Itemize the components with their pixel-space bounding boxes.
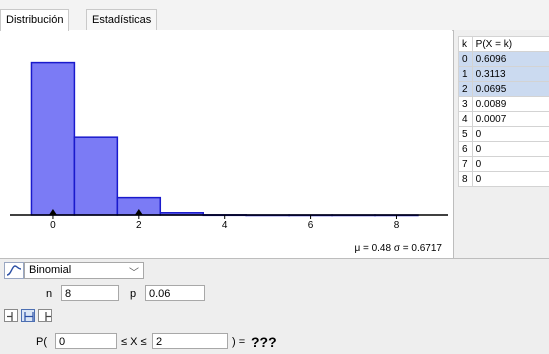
x-tick-label: 2 [136,220,142,231]
cell-k: 3 [458,96,473,112]
table-row[interactable]: 0 0.6096 [458,51,549,67]
lower-bound-input[interactable]: 0 [55,333,117,349]
cell-k: 4 [458,111,473,127]
cell-k: 0 [458,51,473,67]
tab-bar: Distribución Estadísticas [0,0,549,31]
n-input[interactable]: 8 [61,285,119,301]
probability-table: k P(X = k) 0 0.6096 1 0.3113 2 0.0695 3 0.0089 4… [458,36,549,187]
interval-marker-icon [48,209,57,215]
interval-icon[interactable] [21,309,35,322]
distribution-graph: 0 2 4 6 8 μ = 0.48 σ = 0.6717 [4,30,452,258]
cell-k: 2 [458,81,473,97]
stats-label: μ = 0.48 σ = 0.6717 [354,243,442,254]
cell-probability: 0 [471,156,549,172]
header-p: P(X = k) [471,36,549,52]
cell-probability: 0.3113 [471,66,549,82]
cell-probability: 0 [471,171,549,187]
left-sided-icon[interactable] [4,309,18,322]
table-row[interactable]: 1 0.3113 [458,66,549,82]
result-value: ??? [251,334,277,350]
x-tick-label: 0 [50,220,56,231]
right-sided-icon[interactable] [38,309,52,322]
tab-estadisticas[interactable]: Estadísticas [86,9,158,30]
tab-distribucion[interactable]: Distribución [0,9,70,31]
table-row[interactable]: 4 0.0007 [458,111,549,127]
cell-probability: 0 [471,126,549,142]
cell-k: 8 [458,171,473,187]
table-header-row: k P(X = k) [458,36,549,52]
bar-0 [30,61,76,216]
cell-k: 7 [458,156,473,172]
divider [0,258,549,259]
prob-prefix: P( [36,336,47,348]
result-label: ) = [232,336,246,348]
upper-bound-input[interactable]: 2 [152,333,228,349]
cell-probability: 0.0089 [471,96,549,112]
chevron-down-icon: ﹀ [129,268,139,279]
cell-probability: 0.0007 [471,111,549,127]
distribution-select-value: Binomial [29,264,72,276]
cell-probability: 0 [471,141,549,157]
distribution-select[interactable]: Binomial ﹀ [24,262,144,279]
x-tick-label: 4 [222,220,228,231]
p-input[interactable]: 0.06 [145,285,205,301]
table-row[interactable]: 3 0.0089 [458,96,549,112]
x-tick-label: 6 [308,220,314,231]
probability-table-panel: k P(X = k) 0 0.6096 1 0.3113 2 0.0695 3 0.0089 4… [453,30,549,258]
x-tick-label: 8 [394,220,400,231]
between-label: ≤ X ≤ [121,336,147,348]
cell-k: 1 [458,66,473,82]
controls-panel: Binomial ﹀ n 8 p 0.06 P( 0 ≤ X ≤ 2 ) = ?… [0,259,549,354]
cell-probability: 0.0695 [471,81,549,97]
table-row[interactable]: 2 0.0695 [458,81,549,97]
cell-k: 6 [458,141,473,157]
bar-1 [73,136,119,216]
distribution-curve-icon[interactable] [4,262,24,279]
header-k: k [458,36,473,52]
n-label: n [46,288,53,300]
interval-marker-icon [134,209,143,215]
tab-strip [0,0,549,31]
p-label: p [130,288,137,300]
cell-k: 5 [458,126,473,142]
bar-chart: 0 2 4 6 8 [10,61,448,231]
cell-probability: 0.6096 [471,51,549,67]
